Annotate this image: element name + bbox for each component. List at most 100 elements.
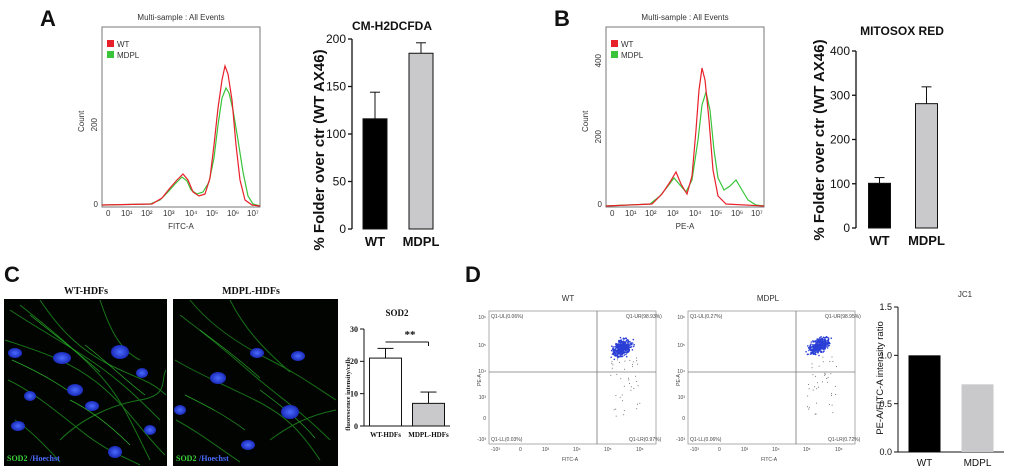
event-dot (623, 341, 626, 344)
event-dot-sparse (636, 408, 638, 410)
event-dot (827, 337, 830, 339)
scatter-ytick: 10³ (479, 395, 487, 401)
chart-title-mitosox: MITOSOX RED (860, 24, 944, 38)
chart-ylabel-jc1: PE-A/FITC-A intensity ratio (875, 321, 886, 435)
scatter-title-wt: WT (562, 294, 575, 303)
y-tick-label: 200 (326, 32, 346, 46)
y-tick-label: 0 (354, 422, 358, 431)
y-tick-label: 1.0 (879, 350, 892, 360)
event-dot (815, 342, 818, 344)
event-dot (631, 349, 634, 351)
scatter-xtick: 10⁶ (835, 447, 843, 453)
histogram-a-xtick: 10³ (163, 209, 175, 218)
event-dot-sparse (816, 388, 818, 390)
event-dot-sparse (822, 381, 823, 383)
quadrant-ul-mdpl: Q1-UL(0.27%) (690, 314, 723, 320)
y-tick-label: 0 (843, 221, 850, 235)
event-dot (628, 346, 630, 348)
event-dot-sparse (632, 363, 634, 365)
event-dot-sparse (630, 389, 632, 391)
histogram-a-frame (101, 26, 261, 208)
x-tick-label: MDPL (908, 233, 945, 248)
event-dot (627, 349, 630, 352)
event-dot-sparse (826, 378, 828, 379)
event-dot (822, 347, 825, 350)
event-dot (610, 349, 613, 352)
chart-ylabel-mitosox: % Folder over ctr (WT AX46) (811, 39, 828, 240)
event-dot-sparse (628, 377, 629, 379)
event-dot-sparse (623, 414, 625, 416)
event-dot (625, 350, 627, 352)
event-dot-sparse (808, 407, 810, 409)
histogram-b-xtick: 10¹ (625, 209, 637, 218)
histogram-b: Multi-sample : All Events WT MDPL Count … (581, 13, 765, 231)
event-dot-sparse (811, 367, 813, 369)
histogram-b-xtick: 10⁶ (731, 209, 743, 218)
histogram-b-xtick: 10⁷ (751, 209, 763, 218)
event-dot (829, 342, 831, 345)
event-dot-sparse (817, 382, 818, 384)
scatter-ytick: 10³ (678, 395, 686, 401)
event-dot-sparse (836, 366, 837, 368)
event-dot (821, 347, 824, 350)
micrograph-wt-background (4, 299, 167, 466)
event-dot (623, 345, 626, 348)
event-dot-sparse (622, 400, 623, 402)
event-dot (817, 343, 819, 345)
event-dot (617, 343, 620, 345)
event-dot (613, 358, 616, 361)
event-dot (625, 353, 627, 356)
event-dot (816, 344, 818, 347)
nucleus (111, 345, 129, 359)
scatter-frame-mdpl (687, 310, 856, 445)
event-dot-sparse (613, 409, 615, 411)
event-dot (830, 337, 833, 340)
event-dot-sparse (611, 361, 613, 363)
legend-mdpl-label-a: MDPL (117, 51, 140, 60)
event-dot-sparse (824, 372, 826, 374)
event-dot-sparse (818, 365, 820, 367)
scatter-cloud-mdpl (805, 335, 837, 415)
histogram-b-xtick: 0 (610, 209, 615, 218)
histogram-a-xlabel: FITC-A (168, 222, 194, 231)
event-dot (826, 343, 829, 345)
event-dot (813, 349, 816, 351)
event-dot (809, 353, 812, 355)
chart-title-cm-h2dcfda: CM-H2DCFDA (352, 19, 432, 33)
event-dot (619, 354, 622, 356)
event-dot-sparse (812, 374, 814, 376)
event-dot (623, 348, 626, 351)
nucleus (8, 348, 22, 358)
stain-label-hoechst-wt: /Hoechst (29, 454, 60, 463)
event-dot (812, 345, 814, 347)
scatter-yticks-mdpl: 10⁶ 10⁵ 10⁴ 10³ 0 -10³ (676, 315, 685, 443)
event-dot-sparse (814, 413, 816, 415)
event-dot (815, 343, 818, 345)
event-dot-sparse (822, 356, 824, 358)
histogram-a-title: Multi-sample : All Events (137, 13, 224, 22)
event-dot (621, 352, 623, 354)
event-dot-sparse (612, 364, 614, 366)
histogram-b-ytick-400: 400 (594, 53, 603, 67)
event-dot (624, 342, 627, 344)
panel-letter-a: A (40, 6, 56, 31)
event-dot (614, 352, 617, 354)
event-dot (812, 340, 814, 342)
event-dot (611, 353, 614, 355)
y-tick-label: 50 (333, 175, 347, 189)
x-tick-label: WT (365, 234, 385, 249)
event-dot (617, 347, 620, 350)
event-dot (814, 351, 817, 354)
histogram-a-xtick: 10¹ (121, 209, 133, 218)
event-dot (616, 353, 618, 356)
histogram-b-xtick: 10⁴ (689, 209, 702, 218)
event-dot-sparse (811, 363, 813, 365)
event-dot (625, 351, 627, 354)
event-dot-sparse (639, 402, 641, 404)
event-dot-sparse (829, 361, 831, 362)
event-dot-sparse (615, 408, 617, 410)
nucleus (85, 401, 99, 411)
event-dot (812, 346, 815, 349)
event-dot (827, 340, 830, 342)
event-dot-sparse (623, 410, 625, 412)
